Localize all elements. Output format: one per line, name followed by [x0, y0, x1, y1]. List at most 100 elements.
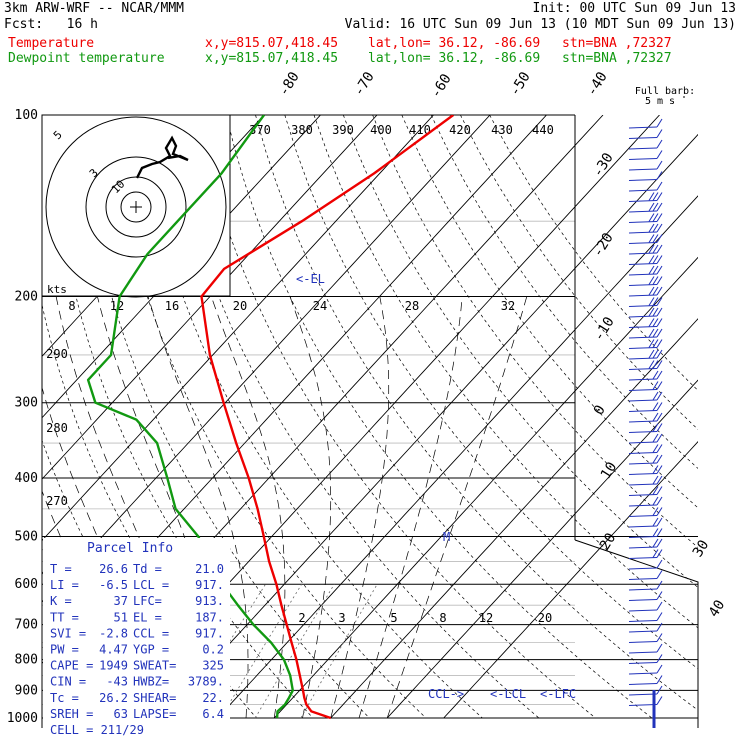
wind-barb-staff — [628, 378, 658, 381]
wind-barb-flag — [652, 307, 659, 317]
wind-barb-flag — [652, 391, 659, 401]
isotherm-label: -70 — [351, 69, 378, 99]
parcel-info-label: EL = — [133, 610, 162, 624]
wind-barb-staff — [628, 494, 658, 496]
theta-label: 290 — [46, 347, 68, 361]
hodograph-ring-0 — [120, 191, 152, 223]
parcel-info-value: 4.47 — [99, 643, 128, 657]
wind-barb-flag — [656, 633, 663, 642]
wind-barb-flag — [656, 349, 663, 359]
wind-barb-staff — [628, 357, 658, 360]
parcel-info-value: 21.0 — [195, 562, 224, 576]
wind-barb-flag — [656, 507, 663, 516]
isotherm-label: 0 — [591, 402, 609, 418]
parcel-info-value: 1949 — [99, 659, 128, 673]
wind-barb — [628, 591, 663, 601]
wind-barb-staff — [628, 515, 658, 517]
pressure-label: 1000 — [7, 711, 38, 726]
wind-barb-staff — [628, 368, 658, 370]
wind-barb-staff — [628, 147, 658, 150]
dry-adiabat-line — [401, 115, 698, 509]
wind-barb-staff — [628, 620, 658, 622]
wind-barb-flag — [652, 402, 659, 411]
wind-barb-flag — [656, 297, 663, 306]
wind-barb — [628, 601, 663, 612]
parcel-info-value: 0.2 — [202, 643, 224, 657]
isotherm-label: 10 — [598, 459, 621, 482]
parcel-info-label: LCL = — [133, 578, 169, 592]
temperature-profile — [200, 115, 455, 720]
parcel-info-value: 917. — [195, 578, 224, 592]
wind-barb — [628, 580, 663, 591]
wind-barb — [628, 381, 663, 391]
parcel-info-value: 63 — [114, 707, 128, 721]
hodograph-speed-label: 28 — [405, 299, 419, 313]
ccl-marker: CCL-> — [428, 687, 464, 701]
wind-barb-flag — [656, 223, 663, 233]
wind-barb-staff — [628, 630, 658, 633]
parcel-info-value: 187. — [195, 610, 224, 624]
wind-barb — [628, 633, 663, 643]
wind-barb-flag — [656, 213, 663, 222]
lfc-marker: <-LFC — [540, 687, 576, 701]
wind-barb-flag — [656, 475, 663, 485]
wind-barb — [628, 570, 663, 580]
wind-barb-staff — [628, 410, 658, 412]
wind-barb — [628, 370, 663, 381]
hodograph-speed-label: 20 — [233, 299, 247, 313]
parcel-info-label: PW = — [50, 643, 79, 657]
wind-barb-flag — [652, 412, 659, 422]
wind-barb — [628, 496, 663, 507]
wind-barb-staff — [628, 305, 658, 307]
wind-barb-flag — [652, 286, 659, 296]
isotherm-label: -50 — [507, 69, 534, 99]
dry-adiabat-line — [313, 115, 698, 629]
isotherm-line — [42, 115, 434, 542]
parcel-info-label: SHEAR= — [133, 691, 176, 705]
wind-barb — [628, 517, 663, 528]
parcel-info-value: 37 — [114, 594, 128, 608]
isotherm-line — [42, 115, 321, 419]
wind-barb-flag — [656, 150, 663, 159]
pressure-label: 500 — [15, 529, 38, 544]
wind-barb — [628, 423, 663, 433]
wind-barb-flag — [652, 202, 659, 212]
wind-barb-flag — [656, 381, 663, 390]
wind-barb-flag — [648, 276, 655, 285]
wind-barb-staff — [628, 651, 658, 654]
m-marker: M — [443, 530, 450, 544]
wind-barb-flag — [656, 528, 663, 537]
parcel-info-label: SWEAT= — [133, 659, 176, 673]
wind-barb-staff — [628, 557, 658, 559]
wind-barb-flag — [652, 370, 659, 380]
wind-barb-flag — [648, 202, 655, 212]
wind-barb-flag — [656, 339, 663, 348]
wind-barb-flag — [648, 234, 655, 243]
wind-barb-flag — [652, 433, 659, 443]
wind-barb-staff — [628, 326, 658, 328]
dry-adiabat-line — [108, 115, 427, 719]
wind-barb — [628, 507, 663, 517]
pressure-label: 200 — [15, 290, 38, 305]
wind-barb-staff — [628, 242, 658, 244]
wind-barb-flag — [656, 454, 663, 464]
isotherm-line — [217, 195, 698, 719]
isotherm-label: -10 — [591, 314, 618, 344]
dry-adiabat-line — [79, 115, 370, 719]
wind-barb — [628, 139, 663, 150]
wind-barb-flag — [652, 223, 659, 233]
theta-label: 390 — [332, 123, 354, 137]
parcel-info-value: -6.5 — [99, 578, 128, 592]
mixing-ratio-line — [220, 583, 303, 719]
wind-barb-flag — [656, 234, 663, 243]
wind-barb — [628, 181, 663, 192]
moist-adiabat-line — [210, 296, 286, 719]
wind-barb-flag — [656, 360, 663, 369]
wind-barb-staff — [628, 431, 658, 433]
parcel-info-label: CIN = — [50, 675, 86, 689]
isotherm-label: 40 — [706, 597, 729, 620]
dry-adiabat-line — [430, 115, 698, 469]
moist-adiabat-line — [289, 296, 332, 719]
parcel-info-label: Td = — [133, 562, 162, 576]
dewpoint-station: stn=BNA ,72327 — [562, 51, 672, 66]
